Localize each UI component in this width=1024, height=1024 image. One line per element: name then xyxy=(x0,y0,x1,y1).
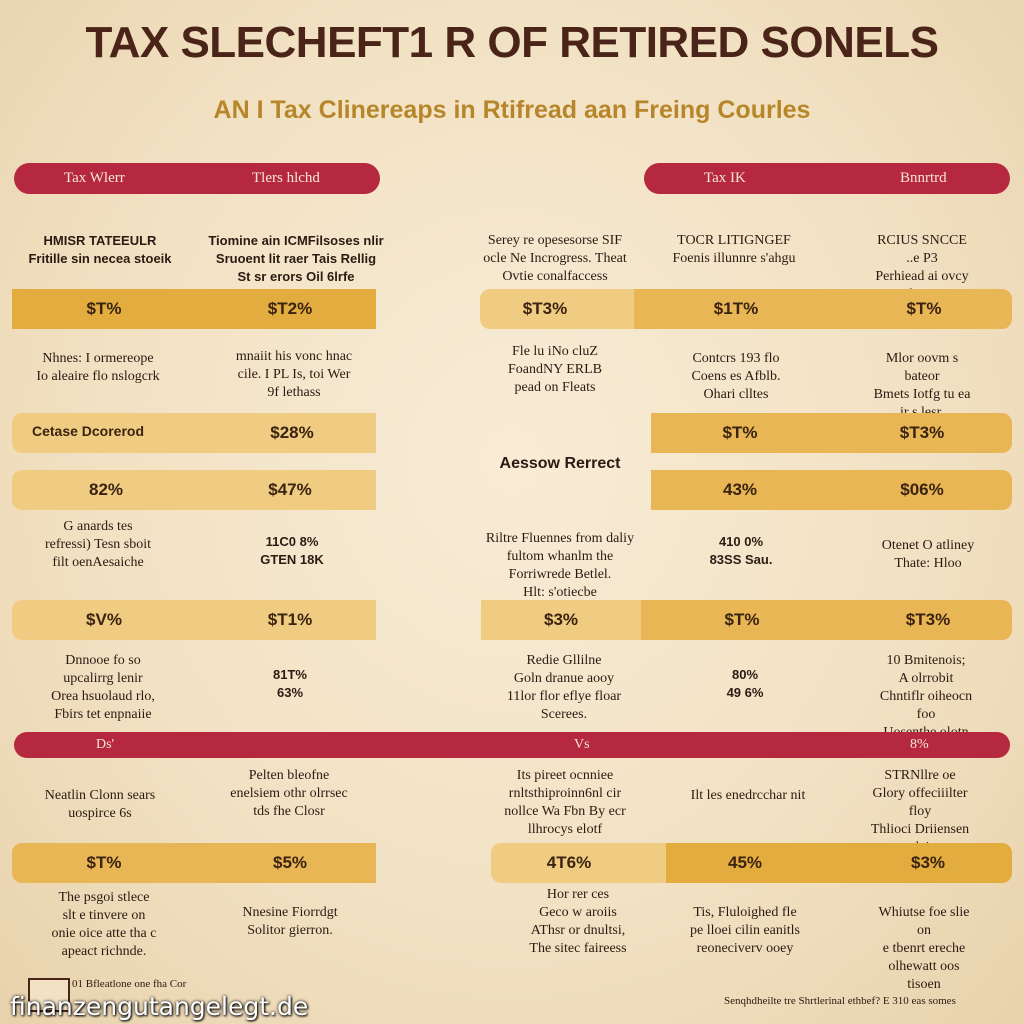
text-r3-c3: Riltre Fluennes from daliy fultom whanlm… xyxy=(485,531,635,600)
text-r5-c1: Neatlin Clonn sears uospirce 6s xyxy=(44,788,156,821)
text-r3-c5: Otenet O atliney Thate: Hloo xyxy=(881,538,975,571)
bottom-header-col2: Vs xyxy=(574,737,590,752)
value-g1-4: $1T% xyxy=(713,299,759,318)
text-r3-c4: 410 0% 83SS Sau. xyxy=(709,534,773,567)
value-g5-3: 4T6% xyxy=(546,853,592,872)
stamp-icon xyxy=(28,978,70,1012)
right-header-bar: Tax IK Bnnrtrd xyxy=(644,163,1010,194)
text-r2-c3: Fle lu iNo cluZ FoandNY ERLB pead on Fle… xyxy=(508,344,602,395)
text-r2-c4: Contcrs 193 flo Coens es Afblb. Ohari cl… xyxy=(691,351,781,402)
value-g1-1: $T% xyxy=(86,299,122,318)
value-band-g4-right: $T% $T3% xyxy=(641,600,1012,640)
value-g2-4: $T3% xyxy=(899,423,945,442)
value-band-g2-right: $T% $T3% xyxy=(651,413,1012,453)
value-g4-2: $T1% xyxy=(267,610,313,629)
text-r2-c2: mnaiit his vonc hnac cile. I PL Is, toi … xyxy=(235,349,353,400)
text-r6-c2: Nnesine Fiorrdgt Solitor gierron. xyxy=(242,905,338,938)
value-band-g5-left: $T% $5% xyxy=(12,843,376,883)
text-r4-c2: 81T% 63% xyxy=(273,667,307,700)
text-r4-c4: 80% 49 6% xyxy=(726,667,764,700)
text-r4-c5: 10 Bmitenois; A olrrobit Chntiflr oiheoc… xyxy=(879,653,973,740)
text-r6-c4: Tis, Fluloighed fle pe lloei cilin eanit… xyxy=(689,905,801,956)
value-band-g4-mid: $3% xyxy=(481,600,641,640)
text-r5-c4: Ilt les enedrcchar nit xyxy=(690,788,806,803)
value-band-g3-right: 43% $06% xyxy=(651,470,1012,510)
text-r5-c3: Its pireet ocnniee rnltsthiproinn6nl cir… xyxy=(504,768,626,837)
value-g3-4: $06% xyxy=(900,480,944,499)
value-g3-2: $47% xyxy=(268,480,312,499)
value-g4-4: $T% xyxy=(724,610,760,629)
bottom-header-col1: Ds' xyxy=(96,737,115,752)
text-r1-c3: Serey re opesesorse SIF ocle Ne Incrogre… xyxy=(483,233,627,284)
text-r4-c1: Dnnooe fo so upcalirrg lenir Orea hsuola… xyxy=(51,653,155,722)
value-g1-2: $T2% xyxy=(267,299,313,318)
value-g3-3: 43% xyxy=(722,480,758,499)
left-header-col2: Tlers hlchd xyxy=(252,170,320,186)
value-g3-1: 82% xyxy=(88,480,124,499)
value-band-g2-left: Cetase Dcorerod $28% xyxy=(12,413,376,453)
value-g5-2: $5% xyxy=(272,853,308,872)
text-r1-c1: HMISR TATEEULR Fritille sin necea stoeik xyxy=(28,233,172,266)
value-band-g1-right: $1T% $T% xyxy=(634,289,1012,329)
watermark: finanzengutangelegt.de xyxy=(10,992,309,1021)
value-g1-3: $T3% xyxy=(522,299,568,318)
value-band-g3-left: 82% $47% xyxy=(12,470,376,510)
value-band-g1-mid: $T3% xyxy=(480,289,634,329)
value-g2-1: Cetase Dcorerod xyxy=(31,423,145,439)
value-band-g4-left: $V% $T1% xyxy=(12,600,376,640)
text-r6-c5: Whiutse foe slie on e tbenrt ereche olhe… xyxy=(878,905,970,992)
left-header-col1: Tax Wlerr xyxy=(64,170,125,186)
center-label: Aessow Rerrect xyxy=(499,455,621,472)
bottom-header-col3: 8% xyxy=(910,737,929,752)
value-band-g5-mid: 4T6% xyxy=(491,843,666,883)
text-r2-c1: Nhnes: I ormereope Io aleaire flo nslogc… xyxy=(36,351,160,384)
text-r6-c1: The psgoi stlece slt e tinvere on onie o… xyxy=(51,890,157,959)
footer-right-note: Senqhdheilte tre Shrtlerinal ethbef? E 3… xyxy=(724,995,956,1007)
footer-left-note: 01 Bfleatlone one fha Cor xyxy=(72,978,187,990)
text-r6-c3: Hor rer ces Geco w aroiis AThsr or dnult… xyxy=(529,887,627,956)
text-r1-c4: TOCR LITIGNGEF Foenis illunnre s'ahgu xyxy=(672,233,796,266)
value-g5-4: 45% xyxy=(727,853,763,872)
page-subtitle: AN I Tax Clinereaps in Rtifread aan Frei… xyxy=(213,96,811,124)
value-g2-2: $28% xyxy=(270,423,314,442)
value-g2-3: $T% xyxy=(722,423,758,442)
left-header-bar: Tax Wlerr Tlers hlchd xyxy=(14,163,380,194)
right-header-col2: Bnnrtrd xyxy=(900,170,947,186)
text-r4-c3: Redie Gllilne Goln dranue aooy 11lor flo… xyxy=(506,653,622,722)
text-r3-c2: 11C0 8% GTEN 18K xyxy=(260,534,324,567)
text-r3-c1: G anards tes refressi) Tesn sboit filt o… xyxy=(44,519,152,570)
value-g5-5: $3% xyxy=(910,853,946,872)
value-g4-5: $T3% xyxy=(905,610,951,629)
value-g1-5: $T% xyxy=(906,299,942,318)
text-r1-c2: Tiomine ain ICMFilsoses nlir Sruoent lit… xyxy=(208,233,384,284)
value-g5-1: $T% xyxy=(86,853,122,872)
value-g4-3: $3% xyxy=(543,610,579,629)
text-r5-c2: Pelten bleofne enelsiem othr olrrsec tds… xyxy=(230,768,348,819)
page-title: TAX SLECHEFT1 R OF RETIRED SONELS xyxy=(85,18,939,67)
value-band-g1-left: $T% $T2% xyxy=(12,289,376,329)
right-header-col1: Tax IK xyxy=(704,170,746,186)
value-band-g5-right: 45% $3% xyxy=(666,843,1012,883)
bottom-header-bar: Ds' Vs 8% xyxy=(14,732,1010,758)
value-g4-1: $V% xyxy=(86,610,122,629)
